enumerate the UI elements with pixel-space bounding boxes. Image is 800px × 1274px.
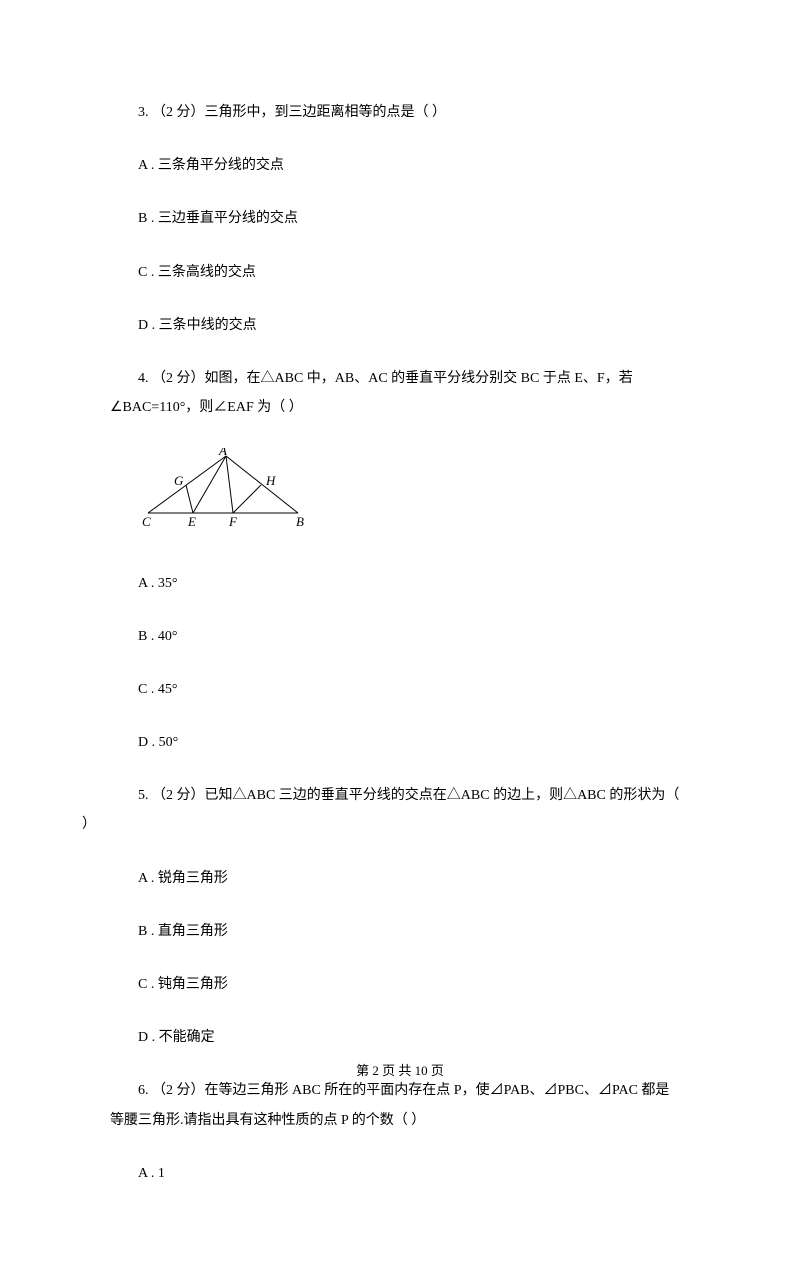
q6-text-line1: 6. （2 分）在等边三角形 ABC 所在的平面内存在点 P，使⊿PAB、⊿PB… xyxy=(110,1078,690,1103)
q3-option-a: A . 三条角平分线的交点 xyxy=(110,153,690,178)
q5-option-c: C . 钝角三角形 xyxy=(110,972,690,997)
page-content: 3. （2 分）三角形中，到三边距离相等的点是（ ） A . 三条角平分线的交点… xyxy=(0,0,800,1274)
q6-option-a: A . 1 xyxy=(110,1161,690,1186)
q4-option-d: D . 50° xyxy=(110,730,690,755)
q4-text-line1: 4. （2 分）如图，在△ABC 中，AB、AC 的垂直平分线分别交 BC 于点… xyxy=(110,366,690,391)
label-A: A xyxy=(218,448,227,458)
q5-option-b: B . 直角三角形 xyxy=(110,919,690,944)
q5-text-line1: 5. （2 分）已知△ABC 三边的垂直平分线的交点在△ABC 的边上，则△AB… xyxy=(110,783,690,808)
q5-option-a: A . 锐角三角形 xyxy=(110,866,690,891)
q3-option-b: B . 三边垂直平分线的交点 xyxy=(110,206,690,231)
q5-option-d: D . 不能确定 xyxy=(110,1025,690,1050)
q4-text-line2: ∠BAC=110°，则∠EAF 为（ ） xyxy=(110,395,690,420)
q3-option-d: D . 三条中线的交点 xyxy=(110,313,690,338)
label-H: H xyxy=(265,473,276,488)
q4-option-a: A . 35° xyxy=(110,571,690,596)
label-C: C xyxy=(142,514,151,529)
question-6: 6. （2 分）在等边三角形 ABC 所在的平面内存在点 P，使⊿PAB、⊿PB… xyxy=(110,1078,690,1186)
q4-option-b: B . 40° xyxy=(110,624,690,649)
label-F: F xyxy=(228,514,238,529)
q6-text-line2: 等腰三角形.请指出具有这种性质的点 P 的个数（ ） xyxy=(110,1108,690,1133)
label-B: B xyxy=(296,514,304,529)
label-E: E xyxy=(187,514,196,529)
question-4: 4. （2 分）如图，在△ABC 中，AB、AC 的垂直平分线分别交 BC 于点… xyxy=(110,366,690,755)
q5-text-line2: ） xyxy=(82,812,690,837)
label-G: G xyxy=(174,473,184,488)
q3-text: 3. （2 分）三角形中，到三边距离相等的点是（ ） xyxy=(110,100,690,125)
question-3: 3. （2 分）三角形中，到三边距离相等的点是（ ） A . 三条角平分线的交点… xyxy=(110,100,690,338)
question-5: 5. （2 分）已知△ABC 三边的垂直平分线的交点在△ABC 的边上，则△AB… xyxy=(110,783,690,1050)
q4-figure: A G H C E F B xyxy=(138,448,690,542)
page-footer: 第 2 页 共 10 页 xyxy=(0,1059,800,1082)
q4-option-c: C . 45° xyxy=(110,677,690,702)
q3-option-c: C . 三条高线的交点 xyxy=(110,260,690,285)
triangle-svg: A G H C E F B xyxy=(138,448,318,533)
